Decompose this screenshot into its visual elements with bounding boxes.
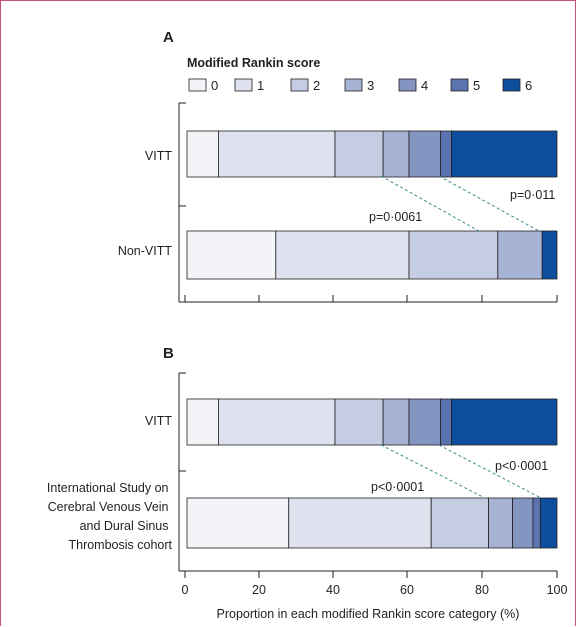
panel-b: VITT International Study on Cerebral Ven… [47, 372, 558, 572]
panel-b-p-value: p<0·0001 [495, 459, 548, 473]
panel-a-row-label: Non-VITT [118, 244, 173, 258]
bar-segment-score-0 [186, 398, 219, 446]
panel-b-bars [186, 398, 558, 549]
legend-swatch-0 [188, 78, 207, 92]
legend-swatch-4 [398, 78, 417, 92]
x-tick-label: 0 [182, 583, 189, 597]
bar-segment-score-5 [440, 130, 452, 178]
panel-a-bars [186, 130, 558, 280]
bar-segment-score-3 [497, 230, 543, 280]
bar-segment-score-3 [382, 130, 410, 178]
bar-segment-score-3 [382, 398, 410, 446]
panel-a-row-label: VITT [145, 149, 172, 163]
legend-label-5: 5 [473, 78, 480, 93]
bar-segment-score-0 [186, 230, 277, 280]
bar-segment-score-4 [408, 398, 441, 446]
x-tick-label: 80 [475, 583, 489, 597]
panel-a-p-value: p=0·011 [510, 188, 555, 202]
bar-segment-score-1 [275, 230, 410, 280]
panel-a: VITT Non-VITT p=0·011 p=0·0061 [118, 102, 558, 303]
bar-segment-score-6 [539, 497, 558, 549]
bar-segment-score-5 [532, 497, 541, 549]
bar-segment-score-2 [334, 130, 384, 178]
bar-segment-score-0 [186, 130, 219, 178]
bar-segment-score-4 [512, 497, 534, 549]
bar-segment-score-1 [218, 398, 336, 446]
bar-segment-score-6 [541, 230, 558, 280]
panel-a-p-value: p=0·0061 [369, 210, 422, 224]
panel-b-comparison-line [380, 444, 486, 499]
x-tick-label: 60 [400, 583, 414, 597]
x-axis-title: Proportion in each modified Rankin score… [217, 607, 520, 621]
legend-label-1: 1 [257, 78, 264, 93]
panel-a-comparison-line [438, 175, 540, 232]
panel-b-letter: B [163, 345, 174, 362]
legend-label-2: 2 [313, 78, 320, 93]
panel-b-p-value: p<0·0001 [371, 480, 424, 494]
legend-swatch-3 [344, 78, 363, 92]
bar-segment-score-1 [288, 497, 432, 549]
x-tick-label: 40 [326, 583, 340, 597]
bar-segment-score-0 [186, 497, 290, 549]
x-axis-ticks: 0 20 40 60 80 100 [182, 295, 568, 597]
panel-b-row-label: VITT [145, 414, 172, 428]
bar-segment-score-6 [451, 398, 558, 446]
legend-label-6: 6 [525, 78, 532, 93]
legend-label-0: 0 [211, 78, 218, 93]
bar-segment-score-3 [488, 497, 513, 549]
legend-swatch-6 [502, 78, 521, 92]
panel-a-comparison-line [380, 175, 480, 232]
x-tick-label: 20 [252, 583, 266, 597]
panel-a-letter: A [163, 29, 174, 46]
bar-segment-score-6 [451, 130, 558, 178]
legend-swatch-1 [234, 78, 253, 92]
bar-segment-score-2 [430, 497, 489, 549]
bar-segment-score-2 [408, 230, 499, 280]
legend: 0 1 2 3 4 5 6 [188, 78, 532, 93]
bar-segment-score-2 [334, 398, 384, 446]
bar-segment-score-4 [408, 130, 441, 178]
panel-b-comparison-line [438, 444, 542, 499]
legend-swatch-5 [450, 78, 469, 92]
panel-b-row-label-multiline: International Study on Cerebral Venous V… [47, 481, 173, 552]
x-tick-label: 100 [547, 583, 568, 597]
bar-segment-score-1 [218, 130, 336, 178]
legend-label-4: 4 [421, 78, 428, 93]
legend-label-3: 3 [367, 78, 374, 93]
legend-title: Modified Rankin score [187, 56, 320, 70]
legend-swatch-2 [290, 78, 309, 92]
bar-segment-score-5 [440, 398, 452, 446]
